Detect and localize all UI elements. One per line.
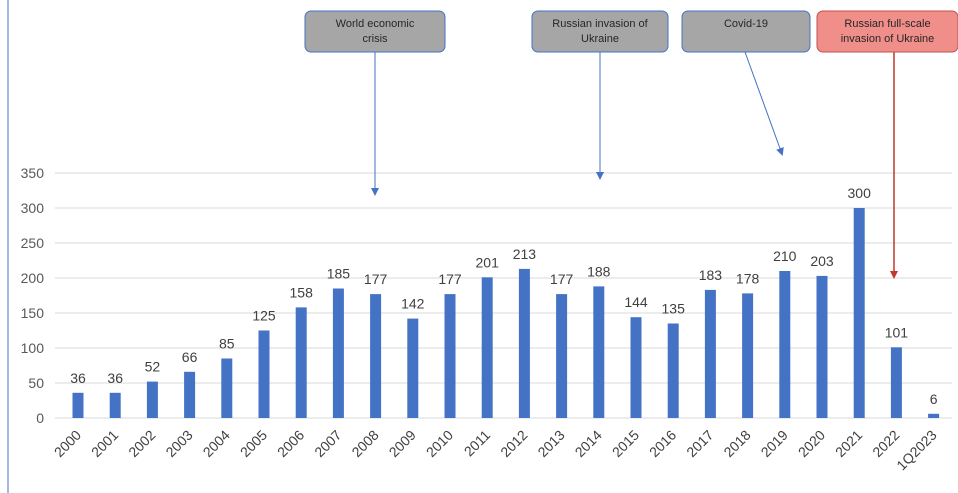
x-tick-label-2007: 2007 (311, 427, 344, 460)
y-tick-label: 50 (28, 375, 44, 391)
bar-2009 (407, 318, 419, 418)
y-tick-label: 300 (21, 200, 45, 216)
x-tick-label-2021: 2021 (832, 427, 865, 460)
bar-2006 (295, 307, 307, 418)
annotation-box (816, 10, 958, 53)
y-tick-label: 100 (21, 340, 45, 356)
x-tick-label-2003: 2003 (162, 427, 195, 460)
x-tick-label-2013: 2013 (534, 427, 567, 460)
annotation-text: crisis (362, 33, 388, 45)
data-label-2022: 101 (885, 324, 909, 340)
x-tick-label-2005: 2005 (237, 427, 270, 460)
x-tick-label-2022: 2022 (869, 427, 902, 460)
data-label-2014: 188 (587, 263, 611, 279)
y-axis-ticks: 0 50 100 150 200 250 300 350 (21, 165, 45, 426)
bar-2003 (184, 371, 196, 418)
bar-2014 (593, 286, 605, 418)
x-tick-label-2017: 2017 (683, 427, 716, 460)
y-tick-label: 200 (21, 270, 45, 286)
data-label-2004: 85 (219, 336, 235, 352)
data-label-2011: 201 (476, 254, 500, 270)
x-tick-label-1Q2023: 1Q2023 (893, 427, 940, 474)
data-label-2007: 185 (327, 266, 351, 282)
bar-2010 (444, 294, 456, 418)
x-tick-label-2015: 2015 (609, 427, 642, 460)
data-label-2002: 52 (145, 359, 161, 375)
bar-2002 (146, 381, 158, 418)
bar-2022 (890, 347, 902, 418)
bar-2017 (704, 289, 716, 418)
annotation-box (304, 10, 446, 53)
gridlines (55, 172, 952, 419)
annotation-text: Russian full-scale (844, 18, 930, 30)
x-tick-label-2000: 2000 (51, 427, 84, 460)
data-label-2021: 300 (848, 185, 872, 201)
annotation-text: Covid-19 (724, 18, 768, 30)
data-label-2010: 177 (438, 271, 462, 287)
bar-2007 (332, 288, 344, 418)
x-tick-label-2006: 2006 (274, 427, 307, 460)
bar-2005 (258, 330, 270, 418)
y-tick-label: 350 (21, 165, 45, 181)
bar-1Q2023 (928, 413, 940, 418)
data-label-2017: 183 (699, 267, 723, 283)
data-label-2003: 66 (182, 349, 198, 365)
x-tick-label-2002: 2002 (125, 427, 158, 460)
bar-2012 (518, 268, 530, 418)
x-tick-label-2020: 2020 (795, 427, 828, 460)
x-axis-ticks: 2000 2001 2002 2003 2004 2005 2006 2007 2008 2009… (51, 427, 940, 474)
annotation-text: Ukraine (581, 33, 619, 45)
x-tick-label-2001: 2001 (88, 427, 121, 460)
bar-2008 (370, 294, 382, 418)
data-label-2001: 36 (107, 370, 123, 386)
bar-2015 (630, 317, 642, 418)
bar-2020 (816, 275, 828, 418)
data-label-2016: 135 (662, 301, 686, 317)
y-tick-label: 150 (21, 305, 45, 321)
bar-2000 (72, 392, 84, 418)
x-tick-label-2009: 2009 (386, 427, 419, 460)
x-tick-label-2014: 2014 (572, 427, 605, 460)
x-tick-label-2010: 2010 (423, 427, 456, 460)
data-label-2008: 177 (364, 271, 388, 287)
x-tick-label-2012: 2012 (497, 427, 530, 460)
data-label-2018: 178 (736, 270, 760, 286)
data-label-2009: 142 (401, 296, 425, 312)
data-label-2006: 158 (290, 284, 314, 300)
x-tick-label-2004: 2004 (200, 427, 233, 460)
data-label-2013: 177 (550, 271, 574, 287)
data-label-2019: 210 (773, 248, 797, 264)
x-tick-label-2011: 2011 (461, 427, 494, 460)
y-tick-label: 250 (21, 235, 45, 251)
x-tick-label-2018: 2018 (720, 427, 753, 460)
data-label-2020: 203 (810, 253, 834, 269)
data-label-2000: 36 (70, 370, 86, 386)
bars (72, 208, 940, 418)
annotations: World economic crisis Russian invasion of U… (304, 10, 958, 279)
x-tick-label-2008: 2008 (348, 427, 381, 460)
bar-2011 (481, 277, 493, 418)
x-tick-label-2019: 2019 (758, 427, 791, 460)
data-label-1Q2023: 6 (930, 391, 938, 407)
annotation-box (531, 10, 669, 53)
y-tick-label: 0 (36, 410, 44, 426)
annotation-text: invasion of Ukraine (841, 33, 935, 45)
bar-2001 (109, 392, 121, 418)
bar-2018 (742, 293, 754, 418)
annotation-box (681, 10, 811, 53)
bar-2013 (556, 294, 568, 418)
annotation-text: Russian invasion of (552, 18, 648, 30)
annotation-text: World economic (336, 18, 415, 30)
bar-2019 (779, 271, 791, 418)
data-label-2012: 213 (513, 246, 537, 262)
bar-2016 (667, 323, 679, 418)
data-labels: 36 36 52 66 85 125 158 185 177 142 177 201 213 177 188… (70, 185, 937, 407)
bar-2004 (221, 358, 233, 418)
bar-2021 (853, 208, 865, 418)
data-label-2015: 144 (624, 294, 648, 310)
annotation-arrow (744, 51, 784, 156)
data-label-2005: 125 (252, 308, 276, 324)
x-tick-label-2016: 2016 (646, 427, 679, 460)
